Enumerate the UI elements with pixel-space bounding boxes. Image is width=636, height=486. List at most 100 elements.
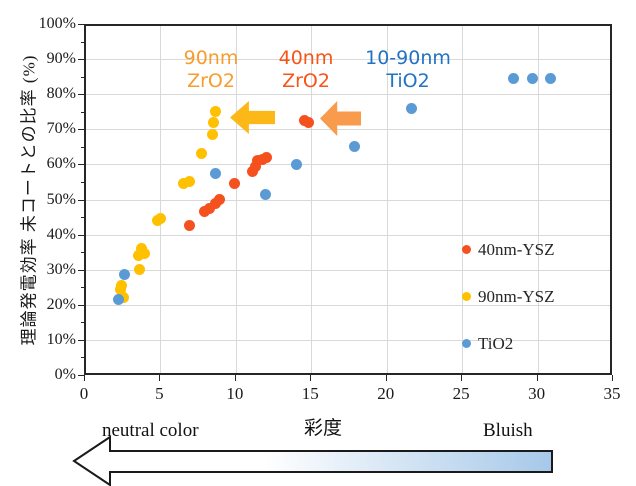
x-tick-label: 35 [603, 384, 621, 403]
horizontal-gridline [86, 269, 610, 271]
data-point-40nm-ysz [303, 116, 315, 128]
y-axis-tick [78, 339, 84, 341]
y-axis-minor-tick [81, 181, 84, 183]
x-axis-tick [234, 375, 236, 381]
data-point-40nm-ysz [184, 220, 196, 232]
y-axis-minor-tick [81, 41, 84, 43]
x-tick-label: 10 [226, 384, 244, 403]
x-axis-tick [612, 375, 613, 381]
y-axis-minor-tick [81, 287, 84, 289]
data-point-90nm-ysz [132, 250, 144, 262]
y-axis-tick [78, 199, 84, 201]
x-axis-tick [159, 375, 161, 381]
data-point-tio2 [291, 158, 303, 170]
data-point-90nm-ysz [116, 279, 128, 291]
legend-dot-icon [462, 245, 471, 254]
horizontal-gridline [86, 94, 610, 96]
x-tick-label: 20 [377, 384, 395, 403]
legend-label: 40nm-YSZ [478, 239, 555, 259]
horizontal-gridline [86, 199, 610, 201]
y-axis-minor-tick [81, 146, 84, 148]
horizontal-gridline [86, 234, 610, 236]
legend-label: TiO2 [478, 333, 514, 353]
y-axis-tick [78, 375, 84, 376]
data-point-40nm-ysz [250, 160, 262, 172]
y-axis-minor-tick [81, 111, 84, 113]
data-point-40nm-ysz [214, 194, 226, 205]
y-tick-label: 20% [46, 295, 76, 313]
data-point-tio2 [119, 269, 131, 281]
x-tick-label: 5 [155, 384, 164, 403]
legend-item-tio2: TiO2 [462, 334, 555, 353]
x-axis-tick [461, 375, 463, 381]
data-point-tio2 [113, 294, 125, 306]
y-axis-minor-tick [81, 322, 84, 324]
horizontal-gridline [86, 164, 610, 166]
data-point-90nm-ysz [134, 264, 146, 276]
data-point-40nm-ysz [203, 202, 215, 214]
y-axis-tick [78, 269, 84, 271]
y-tick-label: 40% [46, 225, 76, 243]
data-point-tio2 [544, 72, 556, 84]
y-axis-tick [78, 164, 84, 166]
y-tick-label: 0% [54, 366, 76, 383]
y-axis-tick [78, 129, 84, 131]
y-axis-tick [78, 59, 84, 61]
annotation-90nm-zro2: 90nm ZrO2 [146, 47, 276, 93]
y-tick-label: 90% [46, 50, 76, 68]
data-point-40nm-ysz [261, 151, 273, 163]
x-axis-tick [310, 375, 312, 381]
horizontal-gridline [86, 59, 610, 61]
data-point-90nm-ysz [155, 213, 167, 225]
neutral-color-label: neutral color [102, 420, 199, 441]
legend-dot-icon [462, 292, 471, 301]
y-tick-label: 30% [46, 260, 76, 278]
y-axis-tick [78, 234, 84, 236]
data-point-40nm-ysz [229, 178, 241, 190]
annotation-10-90nm-tio2: 10-90nm TiO2 [343, 47, 473, 93]
y-axis-tick [78, 24, 84, 25]
legend-item-40nm-ysz: 40nm-YSZ [462, 240, 555, 259]
y-tick-label: 70% [46, 120, 76, 138]
y-tick-label: 100% [38, 15, 76, 32]
annotation-line: ZrO2 [282, 70, 330, 92]
data-point-tio2 [508, 72, 520, 84]
x-tick-label: 30 [528, 384, 546, 403]
annotation-40nm-zro2: 40nm ZrO2 [241, 47, 371, 93]
plot-area [84, 24, 612, 375]
data-point-tio2 [348, 141, 360, 153]
gradient-left-arrow-icon [72, 435, 553, 486]
x-axis-title: 彩度 [303, 418, 342, 439]
legend-label: 90nm-YSZ [478, 286, 555, 306]
y-axis-tick [78, 94, 84, 96]
horizontal-gridline [86, 339, 610, 341]
x-axis-tick [385, 375, 387, 381]
horizontal-gridline [86, 304, 610, 306]
data-point-90nm-ysz [209, 106, 221, 118]
x-axis-tick [536, 375, 538, 381]
x-tick-label: 25 [452, 384, 470, 403]
legend-item-90nm-ysz: 90nm-YSZ [462, 287, 555, 306]
data-point-tio2 [209, 167, 221, 179]
legend-dot-icon [462, 339, 471, 348]
horizontal-gridline [86, 129, 610, 131]
y-tick-label: 80% [46, 85, 76, 103]
data-point-tio2 [405, 102, 417, 114]
data-point-90nm-ysz [196, 148, 208, 160]
x-tick-label: 15 [301, 384, 319, 403]
annotation-line: 90nm [183, 47, 239, 69]
x-axis-tick [84, 375, 85, 381]
data-point-90nm-ysz [138, 248, 150, 260]
data-point-tio2 [259, 188, 271, 200]
y-tick-label: 50% [46, 190, 76, 208]
y-axis-minor-tick [81, 357, 84, 359]
x-tick-label: 0 [79, 384, 89, 403]
y-axis-minor-tick [81, 252, 84, 254]
legend: 40nm-YSZ 90nm-YSZ TiO2 [462, 240, 555, 353]
y-tick-label: 60% [46, 155, 76, 173]
annotation-line: 40nm [278, 47, 334, 69]
data-point-90nm-ysz [178, 178, 190, 190]
y-axis-minor-tick [81, 76, 84, 78]
annotation-line: TiO2 [386, 70, 430, 92]
